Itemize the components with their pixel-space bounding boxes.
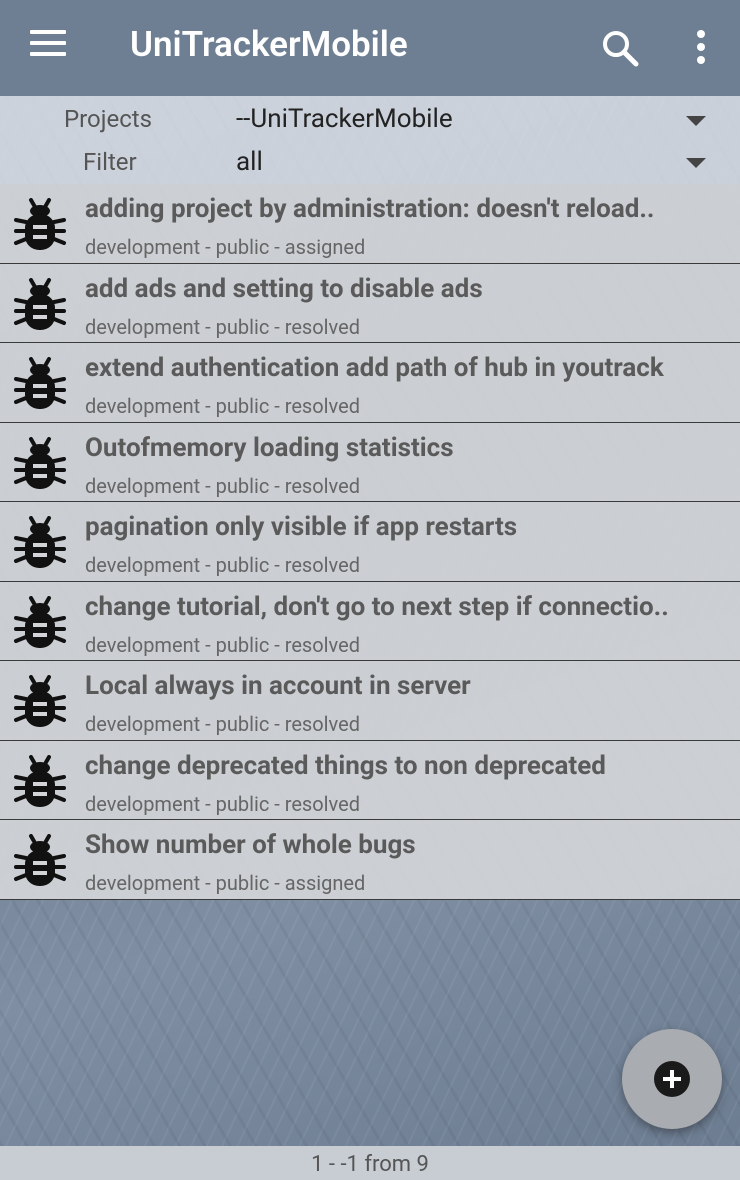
pagination-footer: 1 - -1 from 9 bbox=[0, 1146, 740, 1180]
projects-value: --UniTrackerMobile bbox=[236, 104, 453, 134]
issue-meta: development - public - resolved bbox=[85, 553, 360, 577]
projects-dropdown[interactable]: Projects --UniTrackerMobile bbox=[0, 98, 740, 140]
issue-row[interactable]: Show number of whole bugs development - … bbox=[0, 820, 740, 900]
issue-row[interactable]: add ads and setting to disable ads devel… bbox=[0, 263, 740, 343]
filter-dropdown[interactable]: Filter all bbox=[0, 142, 740, 184]
chevron-down-icon bbox=[686, 158, 706, 168]
issue-row[interactable]: change deprecated things to non deprecat… bbox=[0, 740, 740, 820]
issue-row[interactable]: adding project by administration: doesn'… bbox=[0, 184, 740, 264]
issue-title: change tutorial, don't go to next step i… bbox=[85, 591, 669, 622]
issue-meta: development - public - resolved bbox=[85, 632, 360, 657]
issue-title: adding project by administration: doesn'… bbox=[85, 194, 655, 224]
chevron-down-icon bbox=[686, 116, 706, 126]
issue-meta: development - public - resolved bbox=[85, 473, 360, 498]
issue-title: Show number of whole bugs bbox=[85, 830, 416, 860]
app-bar: UniTrackerMobile bbox=[0, 0, 740, 96]
add-circle-icon bbox=[654, 1061, 690, 1097]
issue-list: adding project by administration: doesn'… bbox=[0, 184, 740, 900]
issue-title: extend authentication add path of hub in… bbox=[85, 353, 664, 383]
issue-title: pagination only visible if app restarts bbox=[85, 512, 518, 542]
issue-meta: development - public - resolved bbox=[85, 314, 360, 339]
filter-value: all bbox=[236, 147, 263, 177]
projects-label: Projects bbox=[64, 105, 152, 133]
issue-row[interactable]: pagination only visible if app restarts … bbox=[0, 502, 740, 582]
filter-label: Filter bbox=[83, 148, 137, 176]
bug-icon bbox=[14, 675, 66, 729]
pagination-text: 1 - -1 from 9 bbox=[311, 1152, 429, 1177]
issue-title: change deprecated things to non deprecat… bbox=[85, 750, 606, 781]
issue-meta: development - public - resolved bbox=[85, 791, 360, 816]
issue-title: Local always in account in server bbox=[85, 671, 471, 701]
bug-icon bbox=[14, 754, 66, 809]
issue-meta: development - public - resolved bbox=[85, 712, 360, 736]
bug-icon bbox=[14, 198, 66, 252]
issue-meta: development - public - assigned bbox=[85, 235, 366, 259]
issue-row[interactable]: Local always in account in server develo… bbox=[0, 661, 740, 741]
bug-icon bbox=[14, 516, 66, 570]
filter-panel: Projects --UniTrackerMobile Filter all bbox=[0, 96, 740, 184]
issue-meta: development - public - assigned bbox=[85, 871, 366, 895]
bug-icon bbox=[14, 436, 66, 491]
issue-title: Outofmemory loading statistics bbox=[85, 432, 454, 463]
issue-title: add ads and setting to disable ads bbox=[85, 273, 483, 304]
issue-row[interactable]: change tutorial, don't go to next step i… bbox=[0, 581, 740, 661]
bug-icon bbox=[14, 277, 66, 332]
issue-row[interactable]: extend authentication add path of hub in… bbox=[0, 343, 740, 423]
issue-meta: development - public - resolved bbox=[85, 394, 360, 418]
add-issue-button[interactable] bbox=[622, 1029, 722, 1129]
more-vert-icon[interactable] bbox=[686, 26, 716, 70]
bug-icon bbox=[14, 834, 66, 888]
issue-row[interactable]: Outofmemory loading statistics developme… bbox=[0, 422, 740, 502]
app-title: UniTrackerMobile bbox=[130, 24, 408, 65]
bug-icon bbox=[14, 595, 66, 650]
search-icon[interactable] bbox=[598, 26, 642, 70]
menu-icon[interactable] bbox=[30, 30, 70, 66]
bug-icon bbox=[14, 357, 66, 411]
